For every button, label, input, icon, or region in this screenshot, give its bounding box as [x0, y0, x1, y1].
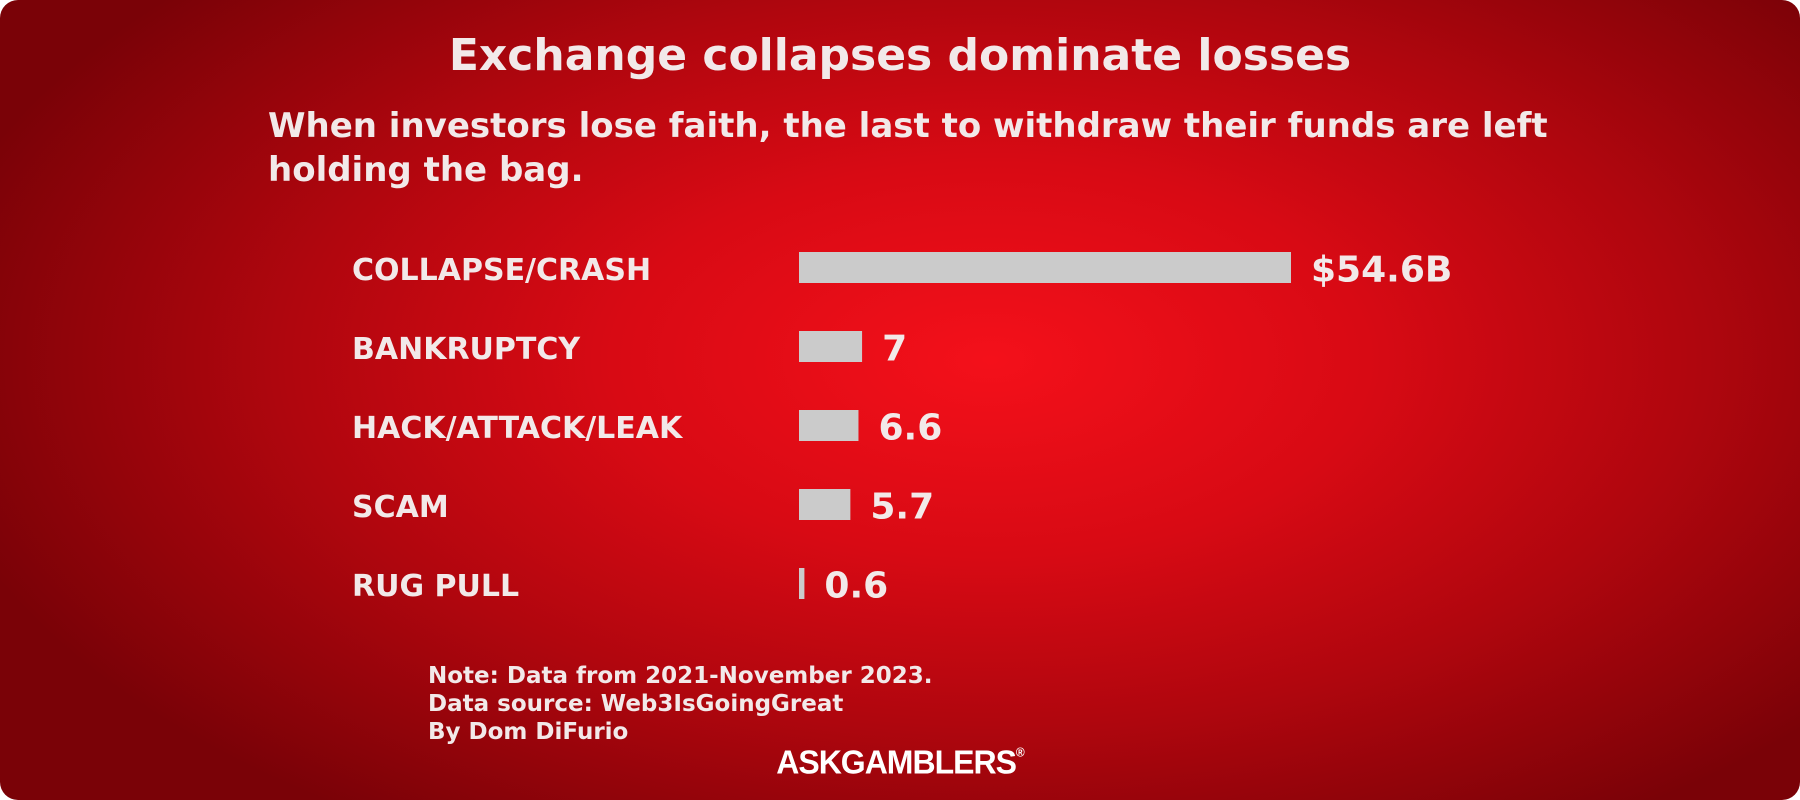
bar — [799, 568, 805, 599]
chart-title: Exchange collapses dominate losses — [448, 30, 1352, 81]
value-label: 5.7 — [870, 487, 934, 528]
bar — [799, 410, 859, 441]
category-label: COLLAPSE/CRASH — [352, 253, 651, 288]
value-label: $54.6B — [1311, 250, 1452, 291]
logo-text: ASKGAMBLERS — [776, 743, 1017, 781]
byline-text: By Dom DiFurio — [428, 719, 629, 745]
registered-mark: ® — [1015, 745, 1025, 760]
bar — [799, 489, 851, 520]
value-label: 7 — [882, 329, 907, 370]
source-text: Data source: Web3IsGoingGreat — [428, 691, 844, 717]
chart-subtitle: When investors lose faith, the last to w… — [268, 106, 1548, 190]
category-label: BANKRUPTCY — [352, 332, 581, 367]
category-label: RUG PULL — [352, 569, 519, 604]
value-label: 0.6 — [824, 566, 888, 607]
bar — [799, 331, 863, 362]
askgamblers-logo: ASKGAMBLERS® — [0, 743, 1800, 782]
category-label: SCAM — [352, 490, 449, 525]
category-label: HACK/ATTACK/LEAK — [352, 411, 684, 446]
bar — [799, 252, 1291, 283]
note-text: Note: Data from 2021-November 2023. — [428, 663, 933, 689]
chart-notes: Note: Data from 2021-November 2023. Data… — [428, 662, 932, 746]
value-label: 6.6 — [878, 408, 942, 449]
